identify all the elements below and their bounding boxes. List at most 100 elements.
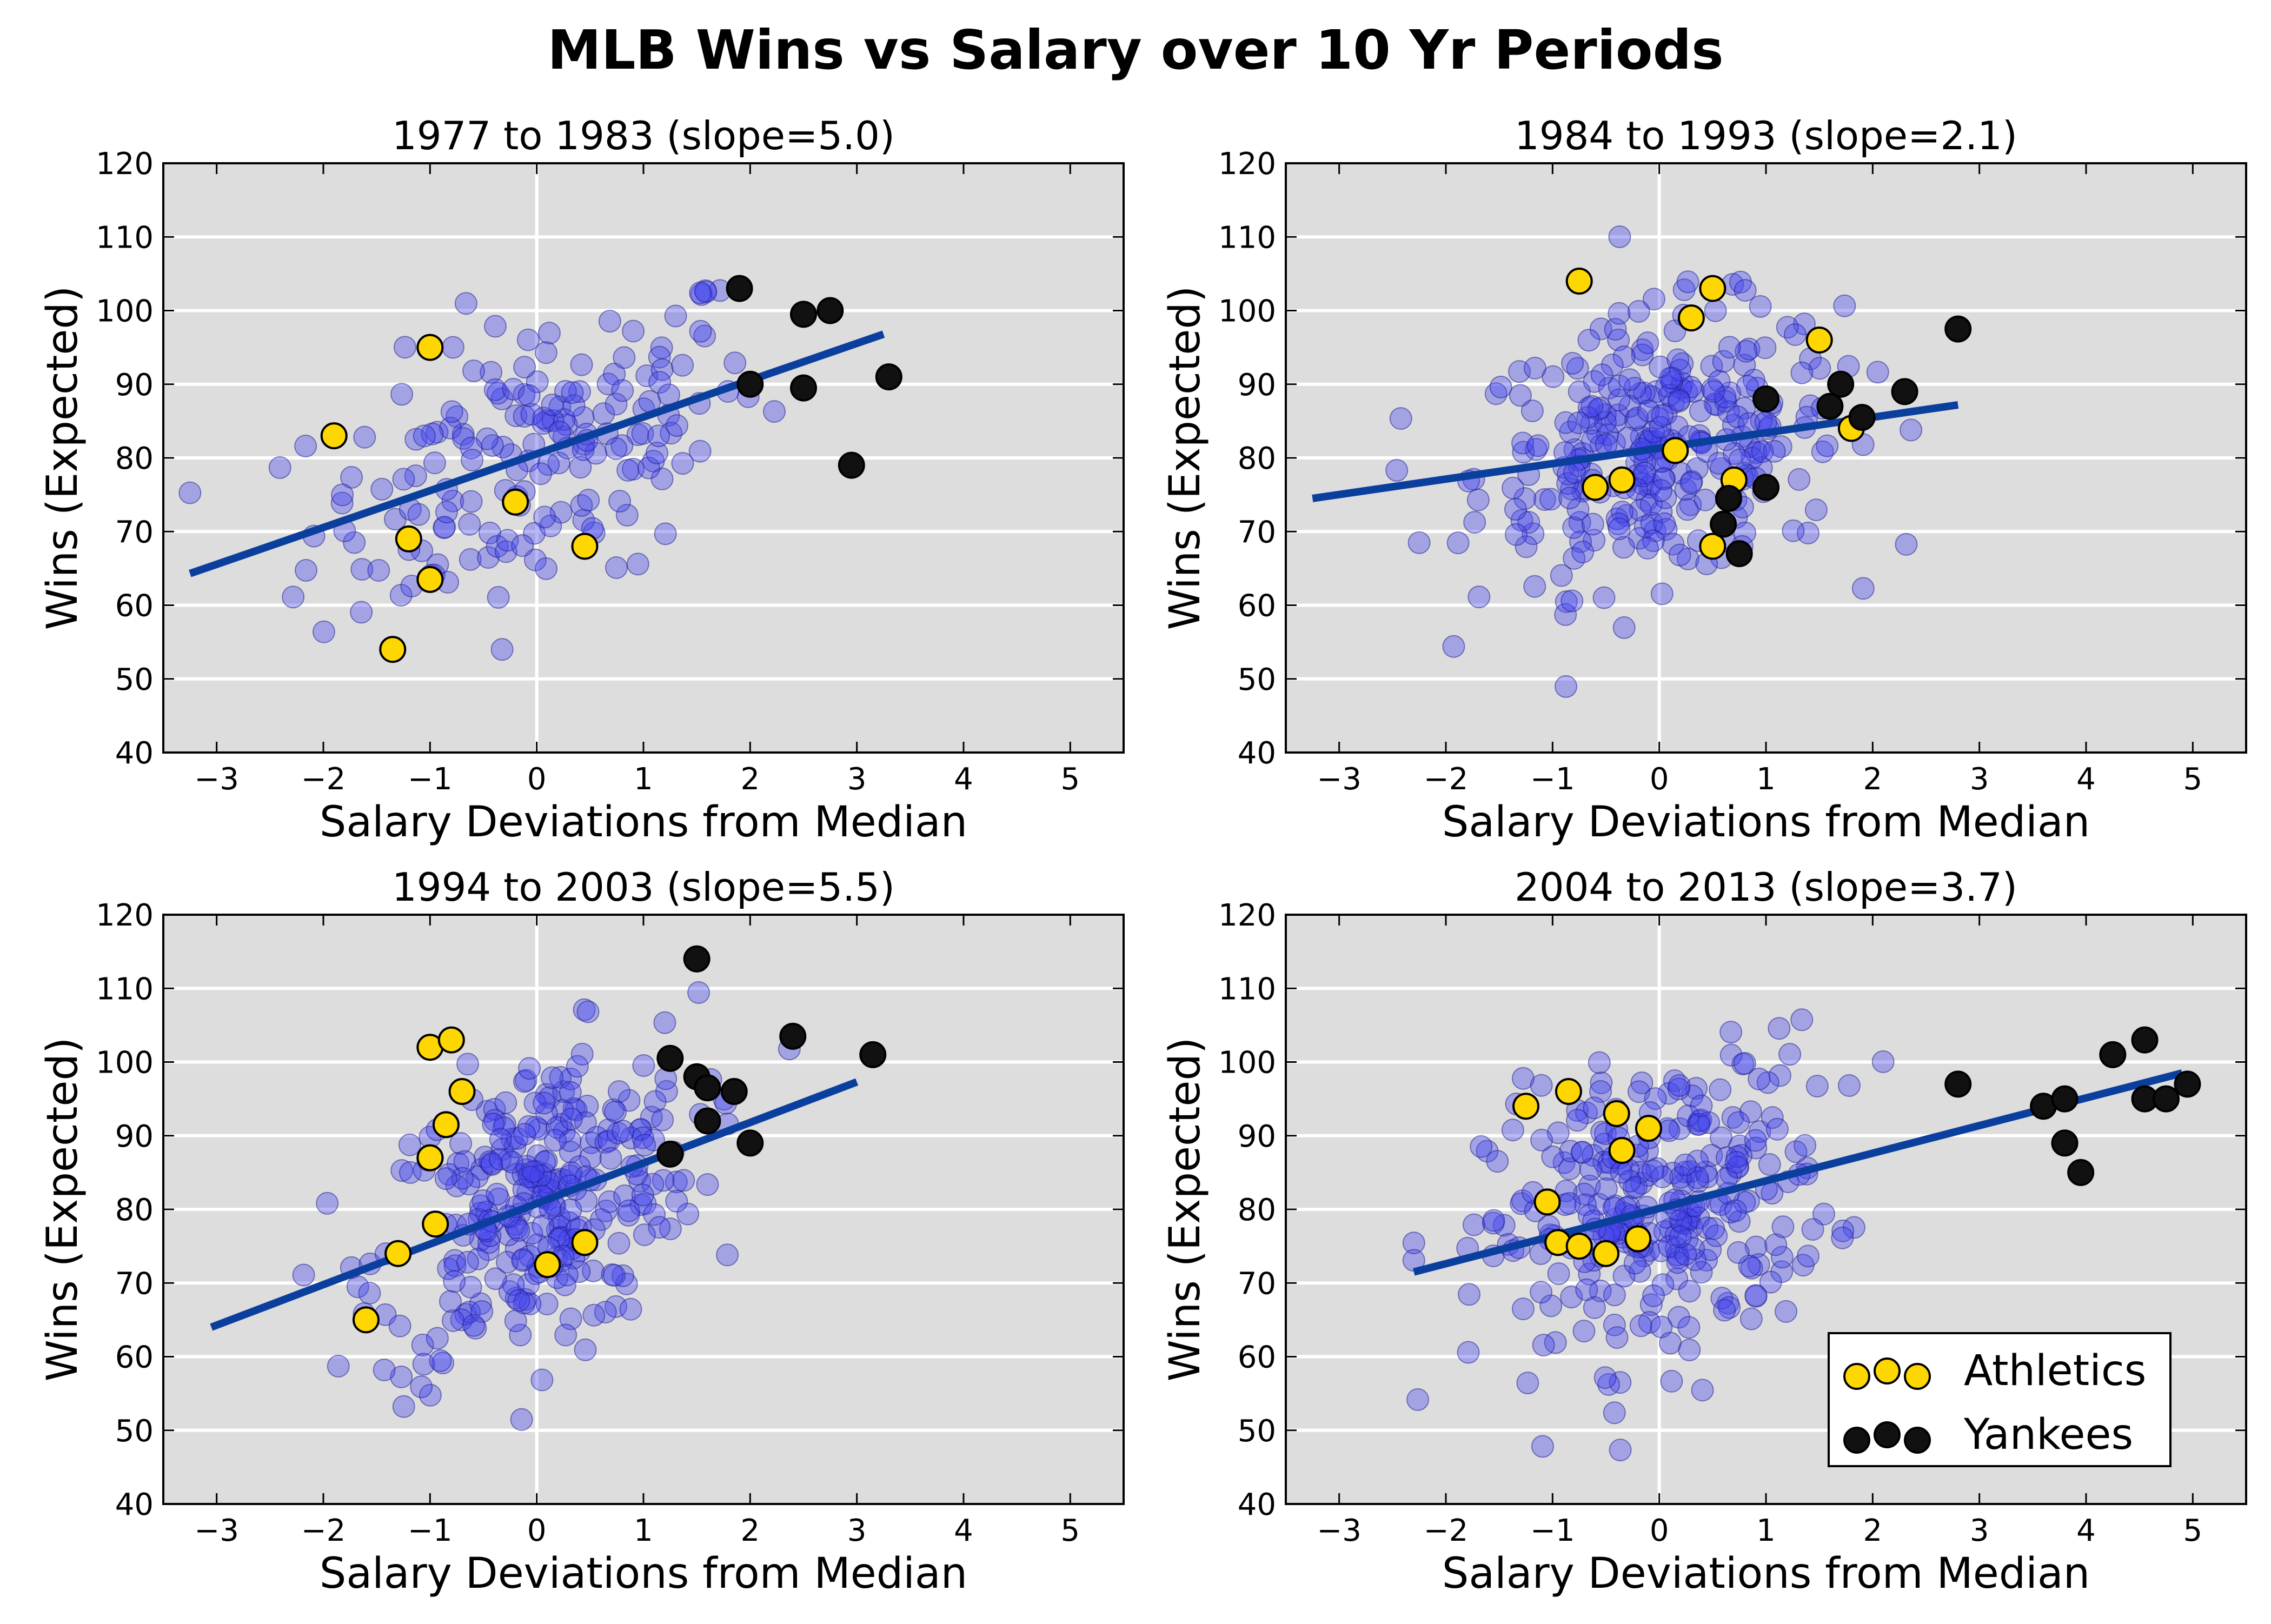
league-point (1463, 511, 1486, 534)
athletics-point (422, 1210, 449, 1238)
league-point (1833, 294, 1856, 317)
league-point (1581, 429, 1604, 452)
x-axis-label: Salary Deviations from Median (1442, 1549, 2090, 1598)
yankees-point (1725, 540, 1753, 568)
league-point (1598, 376, 1621, 400)
yankees-point (859, 1041, 887, 1068)
league-point (1679, 471, 1703, 495)
league-point (1636, 331, 1659, 355)
league-point (456, 1053, 480, 1076)
league-point (626, 553, 649, 576)
league-point (490, 638, 514, 661)
league-point (1702, 380, 1725, 403)
league-point (1615, 504, 1638, 527)
league-point (1796, 521, 1820, 544)
league-point (517, 384, 541, 407)
league-point (1589, 396, 1612, 420)
athletics-point (1555, 1078, 1582, 1105)
league-point (411, 1333, 434, 1356)
league-point (611, 1120, 634, 1143)
league-point (439, 1290, 462, 1313)
league-point (1642, 1159, 1665, 1182)
league-point (1510, 509, 1533, 532)
league-point (569, 456, 592, 479)
league-point (1470, 1135, 1493, 1158)
legend-marker (1843, 1363, 1870, 1390)
league-point (1725, 1145, 1749, 1168)
league-point (1583, 1296, 1606, 1319)
league-point (611, 379, 634, 402)
league-point (1531, 1435, 1554, 1458)
yankees-point (875, 363, 902, 391)
x-tick-label: −1 (1530, 1513, 1575, 1548)
x-tick-label: 4 (954, 1513, 973, 1548)
league-point (500, 1150, 523, 1174)
league-point (1640, 511, 1663, 535)
y-tick-label: 40 (1238, 736, 1276, 771)
league-point (390, 1159, 414, 1182)
league-point (484, 1267, 507, 1290)
x-tick-label: −3 (1317, 762, 1362, 797)
league-point (511, 534, 534, 557)
athletics-point (1512, 1093, 1539, 1120)
yankees-point (1816, 392, 1844, 420)
league-point (1559, 1140, 1582, 1163)
yankees-point (1944, 315, 1972, 343)
athletics-point (571, 1229, 599, 1256)
y-tick-label: 90 (115, 1119, 154, 1154)
league-point (1690, 1094, 1713, 1117)
league-point (1689, 400, 1712, 423)
league-point (462, 360, 486, 383)
x-tick-label: 1 (1756, 762, 1776, 797)
yankees-point (1752, 474, 1779, 501)
x-axis-label: Salary Deviations from Median (320, 1549, 967, 1598)
legend-marker (1874, 1421, 1901, 1448)
y-tick-label: 110 (1218, 220, 1276, 255)
league-point (1546, 1121, 1570, 1144)
league-point (1724, 1199, 1747, 1222)
x-tick-label: −3 (1317, 1513, 1362, 1548)
y-axis-label: Wins (Expected) (38, 286, 87, 630)
league-point (1539, 488, 1563, 511)
league-point (1554, 411, 1577, 434)
league-point (533, 505, 556, 529)
league-point (1668, 1074, 1691, 1097)
league-point (456, 1250, 479, 1274)
league-point (1608, 517, 1631, 541)
league-point (1566, 1109, 1589, 1132)
league-point (1649, 479, 1672, 502)
y-tick-label: 70 (1238, 1266, 1276, 1301)
league-point (442, 1309, 465, 1332)
y-tick-label: 80 (115, 1193, 154, 1228)
league-point (459, 548, 482, 571)
league-point (1688, 1113, 1711, 1136)
athletics-point (1624, 1225, 1652, 1253)
league-point (1667, 1306, 1690, 1329)
yankees-point (726, 275, 753, 302)
league-point (1554, 603, 1577, 626)
league-point (671, 452, 694, 475)
league-point (1642, 1284, 1665, 1307)
league-point (1678, 1339, 1701, 1362)
y-tick-label: 100 (96, 1046, 154, 1081)
league-point (689, 320, 712, 343)
league-point (440, 400, 463, 423)
y-tick-label: 80 (1238, 441, 1276, 476)
league-point (486, 382, 509, 405)
legend-marker (1904, 1427, 1931, 1454)
x-tick-label: −1 (1530, 762, 1575, 797)
yankees-point (1891, 378, 1918, 405)
y-tick-label: 50 (115, 1414, 154, 1449)
x-tick-label: 3 (1970, 762, 1989, 797)
league-point (1593, 1366, 1617, 1389)
league-point (1626, 407, 1649, 430)
league-point (696, 1173, 719, 1196)
league-point (513, 356, 536, 379)
league-point (676, 1202, 700, 1226)
league-point (1654, 486, 1677, 509)
x-tick-label: 0 (527, 1513, 547, 1548)
league-point (1581, 513, 1604, 536)
league-point (476, 1100, 499, 1123)
league-point (1515, 535, 1538, 558)
x-tick-label: 0 (1650, 1513, 1669, 1548)
